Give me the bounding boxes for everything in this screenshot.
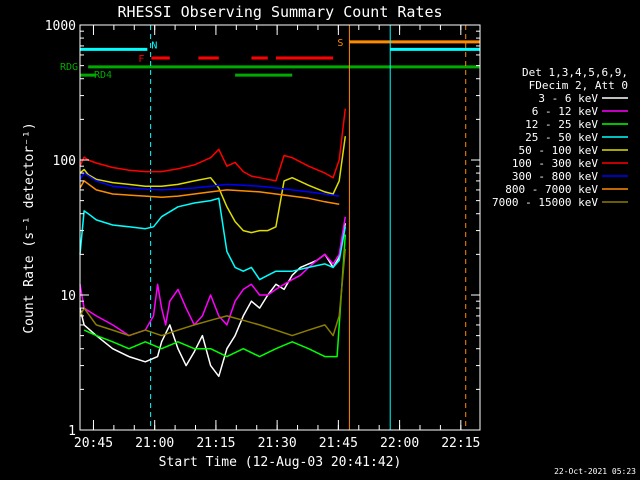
x-tick-label: 20:45 [74, 436, 113, 451]
vertical-markers [150, 25, 467, 430]
flag-label-n: N [151, 40, 157, 51]
footer-date: 22-Oct-2021 05:23 [554, 467, 636, 476]
legend: Det 1,3,4,5,6,9,FDecim 2, Att 03 - 6 keV… [492, 66, 628, 209]
legend-entry-label: 12 - 25 keV [525, 118, 598, 131]
y-tick-label: 10 [60, 289, 76, 304]
y-axis: 1 10 100 1000 [45, 19, 480, 439]
series-line-0 [79, 223, 347, 378]
legend-header: Det 1,3,4,5,6,9, [522, 66, 628, 79]
legend-entry-label: 800 - 7000 keV [505, 183, 598, 196]
legend-entry-label: 300 - 800 keV [512, 170, 598, 183]
legend-entry-label: 100 - 300 keV [512, 157, 598, 170]
legend-entry-label: 3 - 6 keV [538, 92, 598, 105]
x-axis-label: Start Time (12-Aug-03 20:41:42) [159, 455, 402, 470]
legend-entry-label: 25 - 50 keV [525, 131, 598, 144]
legend-header: FDecim 2, Att 0 [529, 79, 628, 92]
x-tick-label: 22:00 [380, 436, 419, 451]
series-line-2 [83, 234, 347, 358]
series-line-1 [79, 216, 347, 337]
series-line-7 [79, 180, 340, 206]
data-series [79, 108, 347, 378]
flag-label-f: F [138, 54, 144, 65]
plot-frame [79, 24, 481, 431]
series-line-8 [79, 248, 347, 337]
chart-title: RHESSI Observing Summary Count Rates [117, 3, 442, 21]
series-line-4 [79, 136, 347, 234]
y-tick-label: 1 [68, 424, 76, 439]
x-tick-label: 21:30 [258, 436, 297, 451]
x-tick-label: 21:15 [196, 436, 235, 451]
legend-entry-label: 6 - 12 keV [532, 105, 599, 118]
series-line-3 [79, 197, 347, 281]
legend-entry-label: 50 - 100 keV [519, 144, 599, 157]
flag-label-rdg: RDG [60, 62, 78, 73]
y-tick-label: 100 [53, 154, 76, 169]
flag-label-s: S [337, 38, 343, 49]
flag-label-rd4: RD4 [94, 70, 112, 81]
series-line-5 [79, 108, 347, 182]
x-tick-label: 22:15 [441, 436, 480, 451]
y-axis-label: Count Rate (s⁻¹ detector⁻¹) [22, 122, 37, 333]
series-line-6 [79, 172, 340, 197]
x-tick-label: 21:45 [319, 436, 358, 451]
x-tick-label: 21:00 [135, 436, 174, 451]
x-axis: 20:45 21:00 21:15 21:30 21:45 22:00 22:15 [74, 25, 480, 451]
legend-entry-label: 7000 - 15000 keV [492, 196, 598, 209]
flag-bars: NF S RDG RD4 [60, 38, 480, 81]
y-tick-label: 1000 [45, 19, 76, 34]
